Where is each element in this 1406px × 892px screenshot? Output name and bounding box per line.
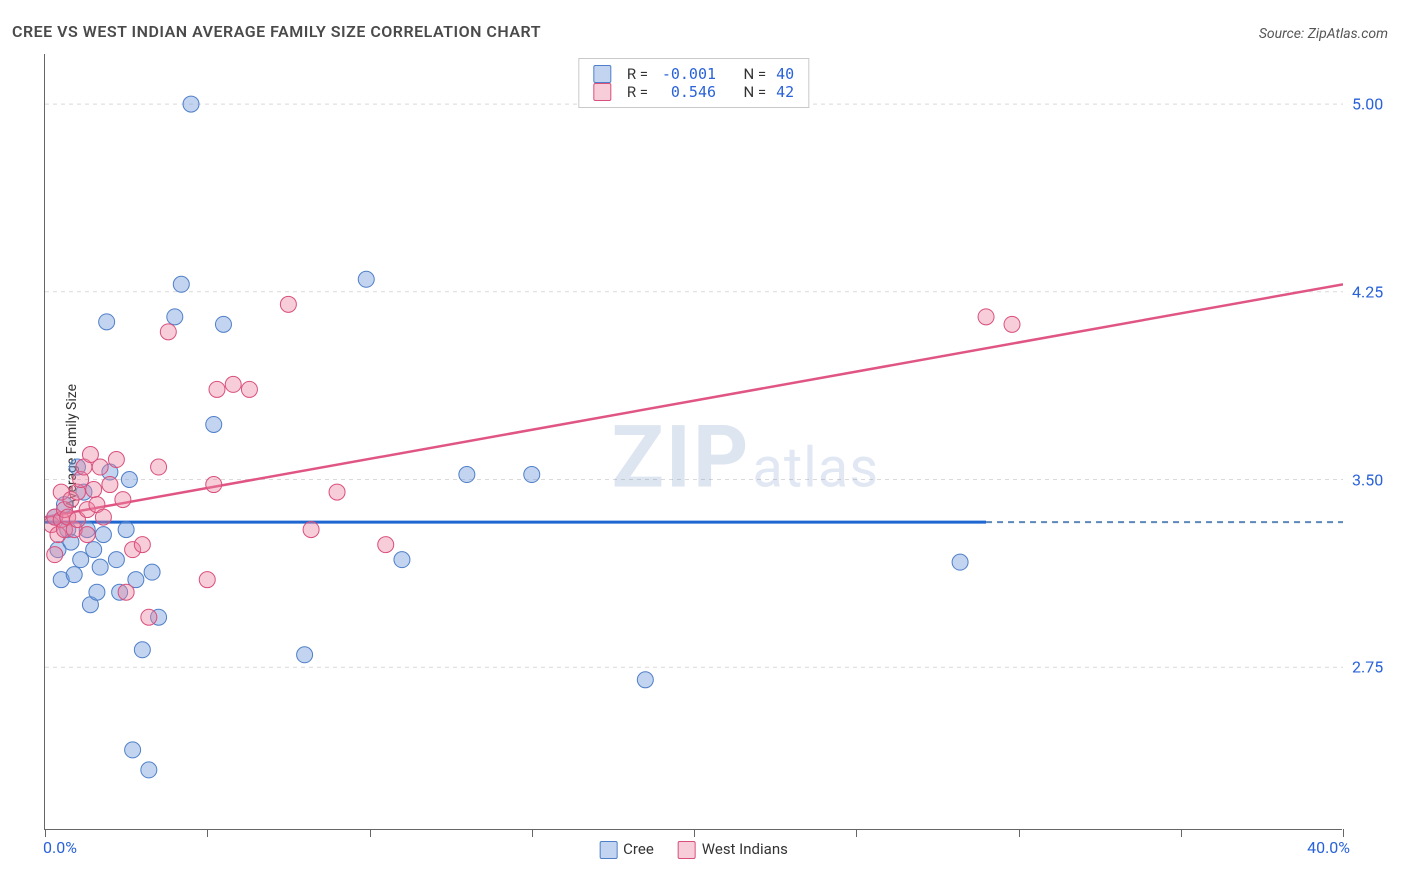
data-point-cree [394,552,410,568]
x-tick-mark [207,829,208,837]
x-max-label: 40.0% [1307,838,1350,857]
data-point-west_indians [108,452,124,468]
r-value: 0.546 [658,83,716,101]
data-point-west_indians [102,477,118,493]
data-point-cree [167,309,183,325]
data-point-cree [134,642,150,658]
x-tick-mark [1181,829,1182,837]
data-point-cree [95,527,111,543]
x-tick-mark [45,829,46,837]
data-point-cree [66,567,82,583]
data-point-cree [183,96,199,112]
data-point-cree [206,416,222,432]
data-point-cree [173,276,189,292]
chart-title: CREE VS WEST INDIAN AVERAGE FAMILY SIZE … [12,22,541,41]
x-min-label: 0.0% [43,838,77,857]
data-point-west_indians [118,584,134,600]
data-point-cree [637,672,653,688]
legend-label: Cree [623,840,654,858]
legend-item: Cree [599,840,654,859]
x-tick-mark [1343,829,1344,837]
data-point-cree [144,564,160,580]
x-tick-mark [370,829,371,837]
y-tick-label: 4.25 [1352,282,1402,301]
data-point-cree [141,762,157,778]
data-point-cree [297,647,313,663]
data-point-west_indians [79,527,95,543]
legend-row: R = 0.546 N = 42 [593,83,794,101]
legend-swatch [593,65,611,83]
data-point-cree [459,467,475,483]
data-point-west_indians [141,609,157,625]
legend-label: West Indians [702,840,788,858]
data-point-west_indians [978,309,994,325]
x-tick-mark [856,829,857,837]
data-point-west_indians [209,381,225,397]
y-tick-label: 3.50 [1352,470,1402,489]
data-point-cree [358,271,374,287]
data-point-cree [118,522,134,538]
series-legend: Cree West Indians [599,840,788,859]
legend-row: R = -0.001 N = 40 [593,65,794,83]
data-point-cree [215,316,231,332]
legend-swatch [599,841,617,859]
data-point-cree [524,467,540,483]
regression-line-west_indians [45,284,1343,517]
plot-canvas [45,54,1343,830]
data-point-west_indians [86,482,102,498]
data-point-west_indians [115,492,131,508]
data-point-west_indians [241,381,257,397]
data-point-west_indians [303,522,319,538]
data-point-west_indians [47,547,63,563]
data-point-west_indians [225,376,241,392]
data-point-west_indians [378,537,394,553]
data-point-west_indians [95,509,111,525]
legend-swatch [678,841,696,859]
data-point-cree [108,552,124,568]
x-tick-mark [1019,829,1020,837]
data-point-west_indians [329,484,345,500]
data-point-cree [121,472,137,488]
legend-swatch [593,83,611,101]
r-value: -0.001 [658,65,716,83]
data-point-cree [86,542,102,558]
legend-item: West Indians [678,840,788,859]
x-tick-mark [532,829,533,837]
data-point-cree [73,552,89,568]
data-point-west_indians [134,537,150,553]
data-point-west_indians [280,296,296,312]
x-tick-mark [694,829,695,837]
data-point-west_indians [1004,316,1020,332]
data-point-cree [89,584,105,600]
n-value: 42 [776,83,794,101]
data-point-cree [952,554,968,570]
data-point-west_indians [199,572,215,588]
data-point-west_indians [160,324,176,340]
y-tick-label: 5.00 [1352,95,1402,114]
data-point-cree [125,742,141,758]
correlation-legend: R = -0.001 N = 40R = 0.546 N = 42 [578,58,809,108]
source-attribution: Source: ZipAtlas.com [1259,26,1388,42]
y-tick-label: 2.75 [1352,658,1402,677]
data-point-west_indians [92,459,108,475]
data-point-cree [92,559,108,575]
data-point-west_indians [206,477,222,493]
n-value: 40 [776,65,794,83]
scatter-plot: ZIP atlas R = -0.001 N = 40R = 0.546 N =… [44,54,1342,830]
data-point-cree [99,314,115,330]
data-point-west_indians [151,459,167,475]
